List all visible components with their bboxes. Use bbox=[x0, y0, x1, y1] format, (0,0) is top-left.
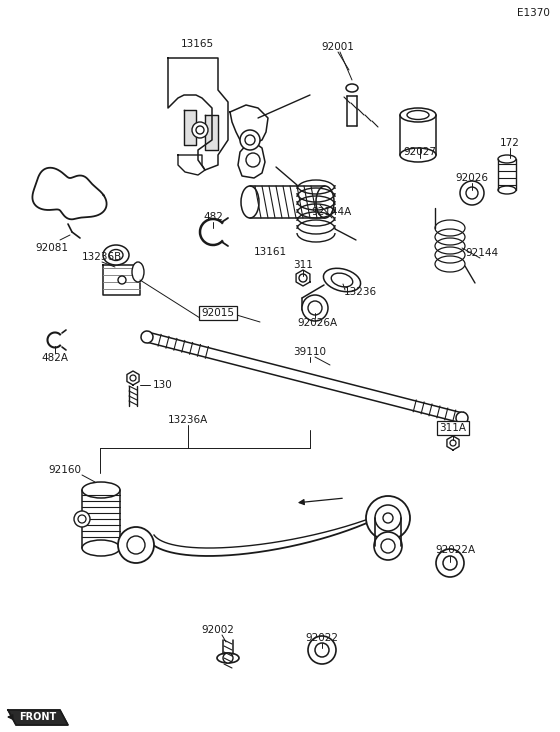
Ellipse shape bbox=[82, 482, 120, 498]
Circle shape bbox=[127, 536, 145, 554]
Polygon shape bbox=[447, 436, 459, 450]
Circle shape bbox=[366, 496, 410, 540]
Ellipse shape bbox=[82, 540, 120, 556]
Text: 92026A: 92026A bbox=[297, 318, 337, 328]
Polygon shape bbox=[230, 105, 268, 178]
Text: 92026: 92026 bbox=[455, 173, 488, 183]
Polygon shape bbox=[205, 115, 218, 150]
Circle shape bbox=[240, 130, 260, 150]
Polygon shape bbox=[8, 710, 68, 725]
Circle shape bbox=[466, 187, 478, 199]
Circle shape bbox=[74, 511, 90, 527]
Ellipse shape bbox=[324, 269, 361, 292]
Circle shape bbox=[450, 440, 456, 446]
Text: 482: 482 bbox=[203, 212, 223, 222]
Ellipse shape bbox=[400, 148, 436, 162]
Text: 130: 130 bbox=[153, 380, 173, 390]
Text: 92002: 92002 bbox=[202, 625, 235, 635]
Text: 13236: 13236 bbox=[343, 287, 376, 297]
Ellipse shape bbox=[103, 245, 129, 265]
Text: 92022A: 92022A bbox=[435, 545, 475, 555]
Text: 92144A: 92144A bbox=[312, 207, 352, 217]
Circle shape bbox=[246, 153, 260, 167]
Polygon shape bbox=[296, 270, 310, 286]
Text: 13236A: 13236A bbox=[168, 415, 208, 425]
Circle shape bbox=[383, 513, 393, 523]
Ellipse shape bbox=[456, 412, 468, 424]
Ellipse shape bbox=[132, 262, 144, 282]
Circle shape bbox=[374, 532, 402, 560]
Circle shape bbox=[196, 126, 204, 134]
Text: 92144: 92144 bbox=[465, 248, 498, 258]
Circle shape bbox=[443, 556, 457, 570]
Circle shape bbox=[130, 375, 136, 381]
Ellipse shape bbox=[407, 111, 429, 119]
Circle shape bbox=[118, 527, 154, 563]
Circle shape bbox=[381, 539, 395, 553]
Ellipse shape bbox=[400, 108, 436, 122]
Circle shape bbox=[299, 274, 307, 282]
Circle shape bbox=[375, 505, 401, 531]
Circle shape bbox=[460, 181, 484, 205]
Text: 13236B: 13236B bbox=[82, 252, 122, 262]
Polygon shape bbox=[103, 265, 140, 295]
Circle shape bbox=[78, 515, 86, 523]
Ellipse shape bbox=[498, 186, 516, 194]
Polygon shape bbox=[127, 371, 139, 385]
Text: FRONT: FRONT bbox=[20, 712, 57, 722]
Polygon shape bbox=[168, 58, 228, 170]
Text: 92081: 92081 bbox=[35, 243, 68, 253]
Text: 92015: 92015 bbox=[202, 308, 235, 318]
Circle shape bbox=[315, 643, 329, 657]
Text: 13165: 13165 bbox=[180, 39, 213, 49]
Ellipse shape bbox=[241, 186, 259, 218]
Circle shape bbox=[302, 295, 328, 321]
Text: E1370: E1370 bbox=[517, 8, 550, 18]
Circle shape bbox=[308, 301, 322, 315]
Ellipse shape bbox=[217, 653, 239, 663]
Ellipse shape bbox=[346, 84, 358, 92]
Text: 39110: 39110 bbox=[293, 347, 326, 357]
Circle shape bbox=[245, 135, 255, 145]
Circle shape bbox=[436, 549, 464, 577]
Text: 311: 311 bbox=[293, 260, 313, 270]
Circle shape bbox=[223, 653, 233, 663]
Text: 13161: 13161 bbox=[254, 247, 287, 257]
Polygon shape bbox=[178, 155, 205, 175]
Text: 92001: 92001 bbox=[321, 42, 354, 52]
Text: 482A: 482A bbox=[41, 353, 68, 363]
Circle shape bbox=[192, 122, 208, 138]
Ellipse shape bbox=[316, 186, 334, 218]
Text: 172: 172 bbox=[500, 138, 520, 148]
Circle shape bbox=[308, 636, 336, 664]
Ellipse shape bbox=[141, 331, 153, 343]
Polygon shape bbox=[184, 110, 196, 145]
Text: 92027: 92027 bbox=[404, 147, 436, 157]
Text: 92160: 92160 bbox=[49, 465, 82, 475]
Text: 311A: 311A bbox=[440, 423, 466, 433]
Circle shape bbox=[118, 276, 126, 284]
Ellipse shape bbox=[109, 250, 123, 261]
Text: 92022: 92022 bbox=[306, 633, 338, 643]
Ellipse shape bbox=[498, 155, 516, 163]
Ellipse shape bbox=[332, 273, 353, 287]
